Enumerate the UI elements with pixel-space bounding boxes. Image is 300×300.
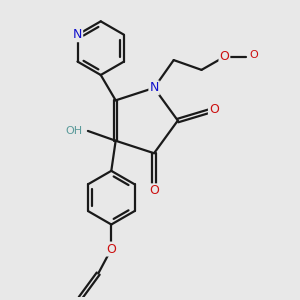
Text: O: O (149, 184, 159, 197)
Text: OH: OH (66, 126, 83, 136)
Text: O: O (220, 50, 229, 63)
Text: O: O (209, 103, 219, 116)
Text: O: O (106, 242, 116, 256)
Text: O: O (250, 50, 258, 60)
Text: N: N (73, 28, 82, 41)
Text: N: N (149, 81, 159, 94)
